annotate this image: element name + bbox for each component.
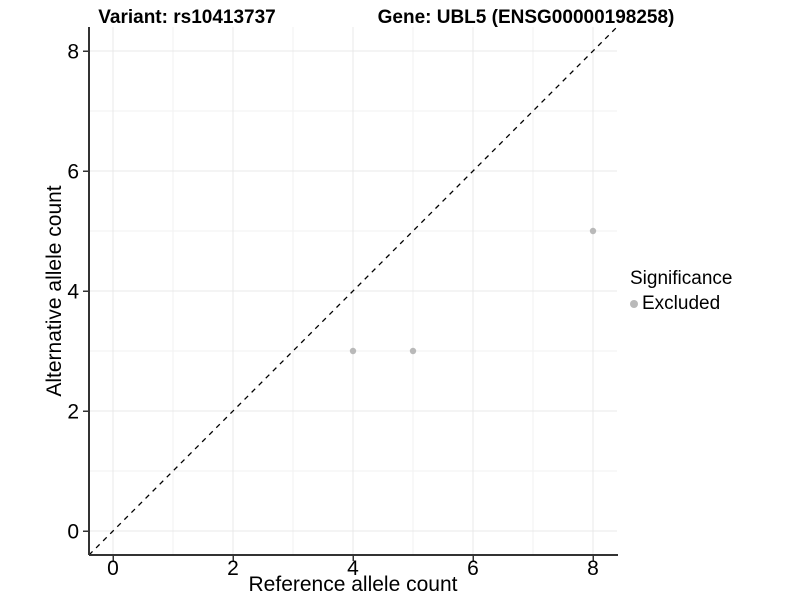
data-point	[349, 347, 357, 355]
y-axis-title: Alternative allele count	[43, 185, 66, 397]
legend-point-icon	[630, 300, 638, 308]
y-tick-label: 6	[67, 161, 79, 184]
x-tick-label: 2	[227, 557, 239, 580]
data-point	[409, 347, 417, 355]
legend-title: Significance	[630, 268, 733, 289]
identity-line	[88, 26, 618, 556]
x-tick-label: 4	[347, 557, 359, 580]
plot-title-variant: Variant: rs10413737	[98, 7, 276, 28]
x-tick-label: 0	[107, 557, 119, 580]
y-tick-label: 8	[67, 41, 79, 64]
legend-item-excluded: Excluded	[630, 293, 732, 315]
y-tick-label: 4	[67, 281, 79, 304]
x-axis-title: Reference allele count	[248, 573, 458, 596]
x-tick-label: 8	[587, 557, 599, 580]
legend-item-label: Excluded	[642, 293, 721, 314]
y-tick-label: 2	[67, 401, 79, 424]
x-tick-label: 6	[467, 557, 479, 580]
plot-title-gene: Gene: UBL5 (ENSG00000198258)	[377, 7, 675, 28]
y-tick-label: 0	[67, 521, 79, 544]
legend: Significance Excluded	[630, 268, 732, 315]
data-point	[589, 227, 597, 235]
